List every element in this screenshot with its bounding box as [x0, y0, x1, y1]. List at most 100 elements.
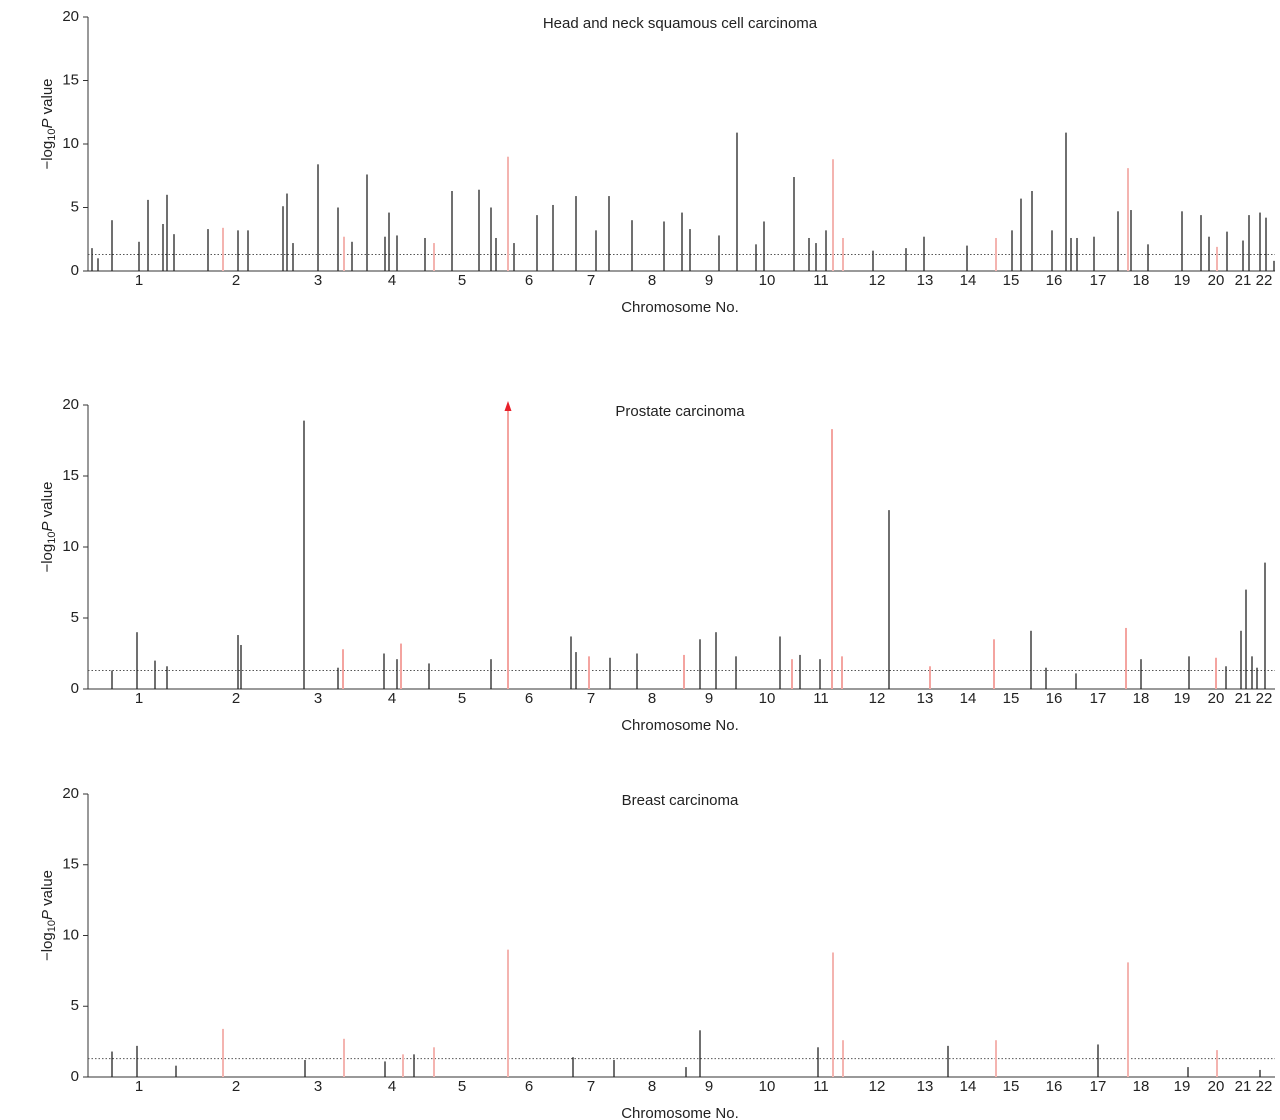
x-tick-label: 5 — [458, 272, 466, 289]
y-tick-label: 5 — [71, 198, 79, 215]
x-tick-label: 12 — [869, 1078, 886, 1095]
x-tick-label: 2 — [232, 1078, 240, 1095]
x-tick-label: 22 — [1256, 272, 1273, 289]
x-tick-label: 18 — [1133, 1078, 1150, 1095]
x-tick-label: 17 — [1090, 272, 1107, 289]
x-tick-label: 7 — [587, 690, 595, 707]
x-tick-label: 21 — [1235, 1078, 1252, 1095]
x-axis-label: Chromosome No. — [621, 717, 739, 734]
x-tick-label: 17 — [1090, 690, 1107, 707]
y-tick-label: 20 — [62, 396, 79, 413]
x-tick-label: 19 — [1174, 1078, 1191, 1095]
y-tick-label: 10 — [62, 135, 79, 152]
y-axis-label: −log10P value — [39, 481, 58, 572]
y-label-suffix: value — [39, 870, 56, 910]
x-tick-label: 13 — [917, 690, 934, 707]
x-tick-label: 10 — [759, 272, 776, 289]
y-label-italic: P — [39, 521, 56, 531]
x-tick-label: 16 — [1046, 1078, 1063, 1095]
x-tick-label: 8 — [648, 272, 656, 289]
x-tick-label: 14 — [960, 272, 977, 289]
x-tick-label: 6 — [525, 690, 533, 707]
y-label-suffix: value — [39, 78, 56, 118]
x-tick-label: 4 — [388, 272, 396, 289]
y-label-italic: P — [39, 118, 56, 128]
x-tick-label: 2 — [232, 690, 240, 707]
x-tick-label: 20 — [1208, 272, 1225, 289]
y-axis-label: −log10P value — [39, 78, 58, 169]
x-tick-label: 22 — [1256, 690, 1273, 707]
x-tick-label: 19 — [1174, 690, 1191, 707]
y-label-prefix: −log — [39, 544, 56, 573]
x-tick-label: 6 — [525, 272, 533, 289]
x-tick-label: 5 — [458, 1078, 466, 1095]
y-label-italic: P — [39, 910, 56, 920]
x-tick-label: 1 — [135, 690, 143, 707]
x-tick-label: 14 — [960, 690, 977, 707]
x-tick-label: 15 — [1003, 1078, 1020, 1095]
x-tick-label: 16 — [1046, 272, 1063, 289]
x-tick-label: 8 — [648, 1078, 656, 1095]
chart-title: Head and neck squamous cell carcinoma — [543, 15, 818, 32]
y-tick-label: 5 — [71, 997, 79, 1014]
x-tick-label: 11 — [813, 272, 829, 289]
y-label-subscript: 10 — [46, 129, 58, 141]
x-tick-label: 14 — [960, 1078, 977, 1095]
y-tick-label: 15 — [62, 467, 79, 484]
y-label-suffix: value — [39, 481, 56, 521]
y-label-subscript: 10 — [46, 532, 58, 544]
y-tick-label: 15 — [62, 71, 79, 88]
x-tick-label: 20 — [1208, 1078, 1225, 1095]
x-tick-label: 22 — [1256, 1078, 1273, 1095]
x-tick-label: 9 — [705, 272, 713, 289]
x-tick-label: 9 — [705, 1078, 713, 1095]
x-tick-label: 17 — [1090, 1078, 1107, 1095]
x-tick-label: 21 — [1235, 272, 1252, 289]
x-tick-label: 10 — [759, 1078, 776, 1095]
x-tick-label: 12 — [869, 272, 886, 289]
x-tick-label: 1 — [135, 1078, 143, 1095]
x-tick-label: 3 — [314, 272, 322, 289]
x-tick-label: 12 — [869, 690, 886, 707]
x-tick-label: 5 — [458, 690, 466, 707]
y-label-subscript: 10 — [46, 920, 58, 932]
x-tick-label: 19 — [1174, 272, 1191, 289]
x-axis-label: Chromosome No. — [621, 299, 739, 316]
x-tick-label: 2 — [232, 272, 240, 289]
x-axis-label: Chromosome No. — [621, 1105, 739, 1120]
y-tick-label: 20 — [62, 8, 79, 25]
x-tick-label: 3 — [314, 690, 322, 707]
x-tick-label: 20 — [1208, 690, 1225, 707]
x-tick-label: 4 — [388, 1078, 396, 1095]
x-tick-label: 13 — [917, 1078, 934, 1095]
y-tick-label: 20 — [62, 785, 79, 802]
x-tick-label: 18 — [1133, 272, 1150, 289]
y-tick-label: 0 — [71, 262, 79, 279]
chart-title: Breast carcinoma — [622, 792, 739, 809]
y-tick-label: 10 — [62, 538, 79, 555]
x-tick-label: 16 — [1046, 690, 1063, 707]
x-tick-label: 1 — [135, 272, 143, 289]
y-tick-label: 0 — [71, 1068, 79, 1085]
y-tick-label: 0 — [71, 680, 79, 697]
x-tick-label: 15 — [1003, 690, 1020, 707]
x-tick-label: 10 — [759, 690, 776, 707]
x-tick-label: 8 — [648, 690, 656, 707]
y-tick-label: 10 — [62, 926, 79, 943]
x-tick-label: 9 — [705, 690, 713, 707]
y-tick-label: 5 — [71, 609, 79, 626]
x-tick-label: 6 — [525, 1078, 533, 1095]
x-tick-label: 18 — [1133, 690, 1150, 707]
y-tick-label: 15 — [62, 856, 79, 873]
x-tick-label: 15 — [1003, 272, 1020, 289]
off-scale-arrow — [504, 401, 512, 411]
x-tick-label: 11 — [813, 1078, 829, 1095]
x-tick-label: 13 — [917, 272, 934, 289]
x-tick-label: 21 — [1235, 690, 1252, 707]
x-tick-label: 7 — [587, 272, 595, 289]
y-label-prefix: −log — [39, 932, 56, 961]
